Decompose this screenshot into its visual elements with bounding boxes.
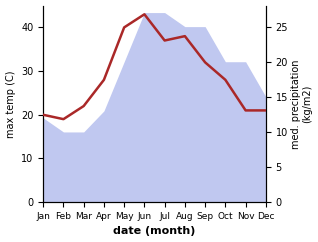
- Y-axis label: max temp (C): max temp (C): [5, 70, 16, 138]
- Y-axis label: med. precipitation
(kg/m2): med. precipitation (kg/m2): [291, 59, 313, 149]
- X-axis label: date (month): date (month): [113, 227, 196, 236]
